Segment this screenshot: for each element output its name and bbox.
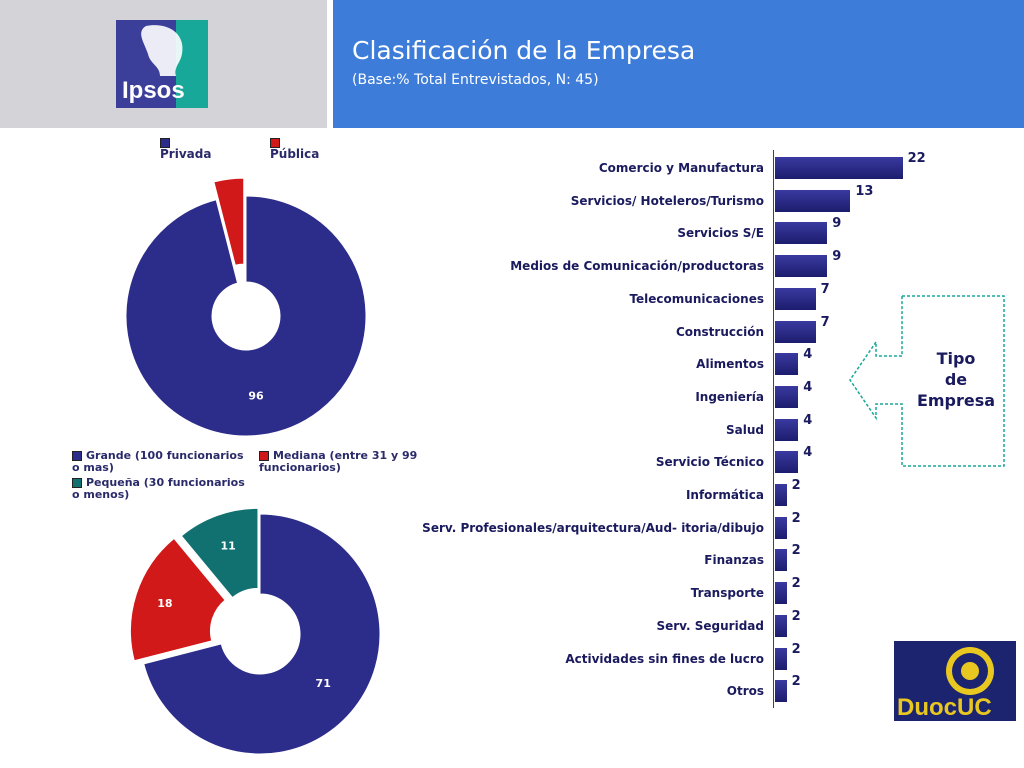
- pie-chart-sector: 964: [125, 177, 367, 437]
- bar-category-label: Servicio Técnico: [655, 455, 764, 470]
- bar-value-label: 22: [907, 151, 926, 166]
- duocuc-logo-text: DuocUC: [897, 694, 992, 721]
- bar-category-label: Ingeniería: [695, 389, 764, 404]
- bar: [775, 353, 799, 376]
- callout-line-2: de: [944, 370, 968, 389]
- bar: [775, 157, 903, 179]
- bar-value-label: 2: [791, 543, 801, 559]
- legend-swatch: [72, 451, 82, 461]
- legend-item-publica: Pública: [270, 136, 319, 160]
- pie-slice: [125, 195, 367, 437]
- page-title: Clasificación de la Empresa: [352, 36, 696, 65]
- callout-line-1: Tipo: [936, 349, 976, 368]
- bar-category-label: Finanzas: [704, 553, 764, 568]
- legend-item-pequena: Pequeña (30 funcionarios o menos): [72, 477, 247, 501]
- callout-arrow: [849, 295, 1005, 467]
- bar: [775, 614, 787, 637]
- bar-value-label: 2: [791, 674, 801, 690]
- bar-value-label: 2: [791, 576, 801, 592]
- legend-swatch: [270, 137, 280, 148]
- bar: [775, 189, 851, 212]
- pie-slice: [180, 507, 259, 599]
- pie-slice: [130, 537, 226, 662]
- callout-label: Tipo de Empresa: [906, 348, 1006, 411]
- pie-data-label: 71: [316, 677, 331, 690]
- bar-category-label: Serv. Seguridad: [656, 618, 764, 633]
- bar: [775, 647, 787, 670]
- legend-swatch: [72, 478, 82, 488]
- bar: [775, 549, 787, 572]
- bar: [775, 287, 816, 310]
- bar-category-label: Construcción: [675, 324, 764, 339]
- bar-value-label: 2: [791, 510, 801, 526]
- bar: [775, 484, 787, 506]
- pie-slice: [143, 513, 381, 755]
- bar-axis-line: [773, 150, 774, 708]
- bar-value-label: 2: [791, 608, 801, 624]
- legend-swatch: [259, 451, 269, 461]
- bar-category-label: Salud: [726, 422, 764, 437]
- legend-label: Mediana (entre 31 y 99 funcionarios): [259, 449, 418, 474]
- bar-value-label: 2: [791, 478, 801, 493]
- bar: [775, 516, 787, 539]
- legend-item-mediana: Mediana (entre 31 y 99 funcionarios): [259, 450, 419, 474]
- bar: [775, 451, 799, 474]
- bar-value-label: 9: [832, 216, 842, 232]
- bar-value-label: 7: [820, 314, 830, 330]
- ipsos-logo-text: Ipsos: [122, 77, 185, 104]
- bar-category-label: Otros: [726, 684, 764, 699]
- bar-category-label: Comercio y Manufactura: [598, 161, 764, 175]
- bar-category-label: Transporte: [690, 586, 764, 601]
- bar: [775, 320, 816, 343]
- bar: [775, 418, 799, 441]
- bar-value-label: 2: [791, 641, 801, 657]
- duocuc-logo: DuocUC: [894, 641, 1016, 721]
- pie-slice: [213, 177, 245, 266]
- legend-item-grande: Grande (100 funcionarios o mas): [72, 450, 247, 474]
- legend-item-privada: Privada: [160, 136, 211, 160]
- bar-value-label: 7: [820, 281, 830, 297]
- bar-value-label: 9: [832, 249, 842, 265]
- bar-category-label: Servicios/ Hoteleros/Turismo: [570, 193, 764, 208]
- legend-label: Privada: [160, 147, 212, 161]
- bar-category-label: Serv. Profesionales/arquitectura/Aud- it…: [422, 520, 764, 535]
- bar-category-label: Alimentos: [696, 357, 764, 372]
- legend-label: Grande (100 funcionarios o mas): [72, 449, 244, 474]
- page-subtitle: (Base:% Total Entrevistados, N: 45): [352, 72, 599, 88]
- bar-value-label: 13: [855, 183, 874, 199]
- pie-data-label: 96: [248, 389, 264, 402]
- bar: [775, 255, 828, 278]
- ipsos-logo: Ipsos: [116, 20, 208, 108]
- bar-value-label: 4: [803, 347, 813, 363]
- legend-label: Pública: [270, 147, 320, 161]
- bar-category-label: Actividades sin fines de lucro: [565, 651, 764, 666]
- callout-line-3: Empresa: [916, 391, 996, 410]
- bar-category-label: Servicios S/E: [677, 226, 764, 241]
- bar: [775, 582, 787, 605]
- bar-category-label: Telecomunicaciones: [629, 291, 764, 306]
- bar-category-label: Medios de Comunicación/productoras: [510, 259, 764, 274]
- bar: [775, 680, 787, 703]
- pie-data-label: 11: [221, 540, 236, 553]
- legend-swatch: [160, 137, 170, 148]
- bar: [775, 385, 799, 408]
- bar-value-label: 4: [803, 412, 813, 428]
- pie-chart-size: 71 18 11: [130, 507, 381, 755]
- legend-label: Pequeña (30 funcionarios o menos): [72, 476, 245, 501]
- pie-data-label: 18: [157, 597, 172, 610]
- header-title-panel: [333, 0, 1024, 128]
- bar-category-label: Informática: [685, 488, 764, 502]
- bar-value-label: 4: [803, 445, 813, 461]
- bar-value-label: 4: [803, 379, 813, 395]
- bar: [775, 222, 828, 245]
